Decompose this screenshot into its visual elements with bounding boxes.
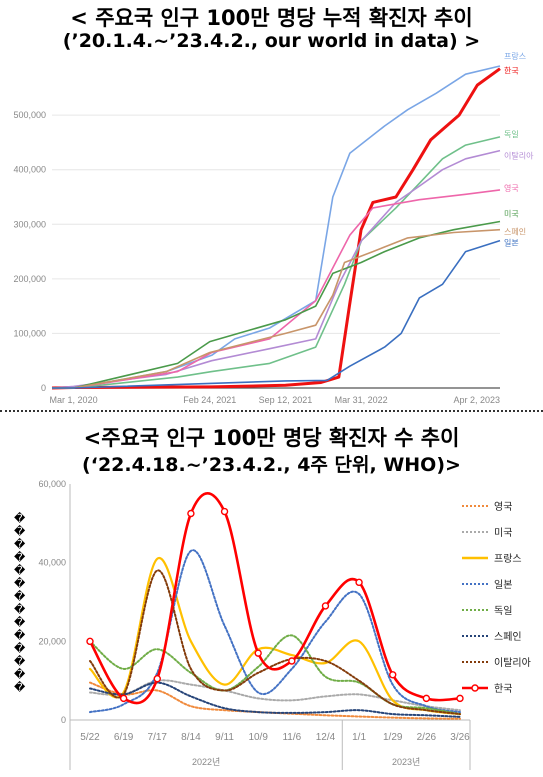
- chart1-series-label-독일: 독일: [504, 130, 519, 139]
- chart2-point-한국: [187, 509, 195, 518]
- chart2-x-tick-label: 7/17: [148, 732, 168, 743]
- chart2-point-한국: [288, 657, 296, 665]
- chart2-x-tick-label: 10/9: [248, 732, 268, 743]
- chart1-series-label-프랑스: 프랑스: [504, 51, 526, 61]
- chart1-x-tick-label: Mar 1, 2020: [50, 395, 98, 405]
- chart1-series-line-스페인: [52, 228, 501, 389]
- chart1-y-tick-label: 500,000: [13, 110, 46, 120]
- chart2-legend-label-영국: 영국: [494, 501, 512, 513]
- chart1-x-tick-label: Sep 12, 2021: [259, 395, 313, 405]
- chart2-y-tick-label: 40,000: [38, 558, 66, 568]
- chart2-point-한국: [456, 694, 464, 703]
- chart2-series-line-일본: [89, 549, 461, 714]
- chart2-x-tick-label: 1/29: [383, 732, 403, 743]
- chart2-legend-label-일본: 일본: [494, 579, 512, 591]
- chart2-y-axis-label: ��������������: [14, 512, 26, 694]
- chart2-x-tick-label: 8/14: [181, 732, 201, 743]
- chart2-y-tick-label: 0: [61, 715, 66, 725]
- chart2-point-한국: [119, 694, 128, 703]
- chart2-x-tick-label: 9/11: [215, 732, 234, 743]
- chart1-series-label-영국: 영국: [504, 183, 519, 193]
- chart1-series-line-영국: [52, 189, 501, 389]
- chart2-legend-marker-한국: [471, 684, 479, 692]
- section-divider: [0, 410, 543, 412]
- chart1-y-tick-label: 200,000: [13, 274, 46, 284]
- chart1-series-label-이탈리아: 이탈리아: [504, 151, 534, 161]
- chart2-x-tick-label: 1/1: [352, 732, 366, 743]
- chart1-series-label-스페인: 스페인: [504, 227, 526, 237]
- chart2-legend-label-프랑스: 프랑스: [494, 553, 522, 565]
- chart1-series-line-한국: [51, 67, 501, 390]
- chart1-cumulative-cases: 0 100,000 200,000 300,000 400,000 500,000 Mar …: [13, 51, 534, 405]
- chart2-series-line-프랑스: [88, 557, 462, 716]
- chart2-x-tick-label: 11/6: [282, 732, 301, 743]
- chart2-point-한국: [422, 694, 431, 703]
- chart2-x-tick-label: 12/4: [316, 732, 336, 743]
- chart2-point-한국: [86, 637, 94, 646]
- chart1-series-line-이탈리아: [51, 149, 501, 389]
- chart2-y-tick-label: 60,000: [38, 479, 66, 489]
- chart2-x-tick-label: 6/19: [114, 732, 134, 743]
- chart1-series-label-미국: 미국: [504, 210, 519, 219]
- chart1-series-label-한국: 한국: [504, 67, 519, 76]
- chart2-x-tick-label: 5/22: [80, 732, 100, 743]
- chart1-x-tick-label: Feb 24, 2021: [183, 395, 236, 405]
- chart2-series-line-이탈리아: [89, 569, 461, 716]
- chart1-y-tick-label: 300,000: [13, 219, 46, 229]
- chart2-group-label-2022: 2022년: [192, 757, 220, 767]
- chart1-subtitle: (’20.1.4.~’23.4.2., our world in data) >: [62, 30, 481, 52]
- chart2-legend-label-미국: 미국: [494, 527, 512, 539]
- chart2-point-한국: [389, 671, 397, 679]
- chart2-x-tick-label: 3/26: [450, 732, 470, 743]
- chart1-series-line-독일: [52, 136, 501, 389]
- chart2-legend-label-독일: 독일: [494, 605, 512, 617]
- chart2-point-한국: [254, 649, 262, 657]
- chart1-x-tick-label: Apr 2, 2023: [453, 395, 500, 405]
- chart2-legend-label-이탈리아: 이탈리아: [494, 656, 531, 669]
- chart2-x-tick-label: 2/26: [417, 732, 437, 743]
- chart2-subtitle: (‘22.4.18.~’23.4.2., 4주 단위, WHO)>: [82, 454, 461, 476]
- chart2-point-한국: [220, 507, 229, 516]
- chart2-series-line-미국: [89, 679, 461, 712]
- chart2-legend-label-한국: 한국: [494, 683, 512, 695]
- chart1-y-tick-label: 100,000: [13, 328, 46, 338]
- chart2-group-label-2023: 2023년: [392, 757, 420, 767]
- chart2-point-한국: [321, 602, 330, 610]
- chart1-x-tick-label: Mar 31, 2022: [335, 395, 388, 405]
- chart2-y-tick-label: 20,000: [38, 636, 66, 646]
- chart2-title: <주요국 인구 100만 명당 확진자 수 추이: [83, 426, 460, 450]
- chart1-y-tick-label: 0: [41, 383, 46, 393]
- chart1-title: < 주요국 인구 100만 명당 누적 확진자 추이: [70, 6, 473, 30]
- chart1-y-tick-label: 400,000: [13, 165, 46, 175]
- chart2-point-한국: [153, 675, 161, 683]
- chart2-point-한국: [355, 578, 363, 587]
- chart1-series-line-일본: [52, 239, 501, 389]
- chart1-series-label-일본: 일본: [504, 239, 519, 248]
- chart2-legend-label-스페인: 스페인: [494, 631, 522, 643]
